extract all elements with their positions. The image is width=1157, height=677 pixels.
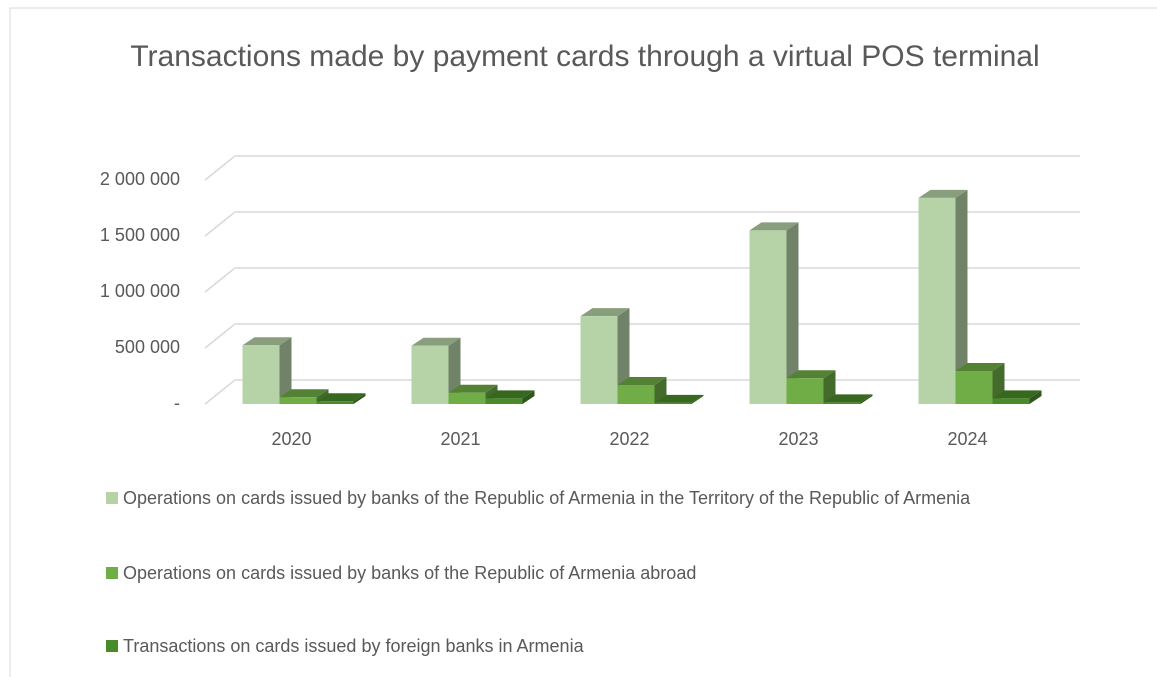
bar bbox=[823, 394, 873, 404]
y-tick-label: 2 000 000 bbox=[100, 169, 180, 189]
bar-top bbox=[955, 362, 1005, 371]
legend-item: Transactions on cards issued by foreign … bbox=[106, 633, 1096, 659]
bar-top bbox=[617, 376, 667, 385]
bar-front bbox=[749, 230, 787, 404]
bar-top bbox=[279, 389, 329, 398]
bar-front bbox=[918, 197, 956, 404]
grid-line bbox=[204, 155, 1080, 181]
grid-line bbox=[204, 211, 1080, 237]
bar-side bbox=[786, 222, 799, 404]
bar-front bbox=[955, 370, 993, 404]
bar-top bbox=[316, 393, 366, 402]
bar bbox=[242, 337, 292, 404]
bar-side bbox=[955, 189, 968, 404]
bar-side bbox=[1029, 390, 1042, 404]
bar-side bbox=[522, 390, 535, 404]
bar-top bbox=[242, 337, 292, 346]
bar bbox=[992, 390, 1042, 404]
bar-side bbox=[691, 394, 704, 404]
bar bbox=[485, 390, 535, 404]
bar bbox=[617, 376, 667, 404]
x-tick-label: 2021 bbox=[440, 429, 480, 449]
legend-swatch bbox=[106, 492, 118, 504]
y-tick-label: - bbox=[174, 393, 180, 413]
bar bbox=[749, 222, 799, 404]
bar-front bbox=[992, 398, 1030, 404]
legend-swatch bbox=[106, 567, 118, 579]
bar bbox=[411, 337, 461, 404]
bar-top bbox=[411, 337, 461, 346]
legend-label: Operations on cards issued by banks of t… bbox=[123, 488, 971, 508]
bar-front bbox=[654, 402, 692, 404]
legend-item: Operations on cards issued by banks of t… bbox=[106, 485, 1096, 511]
bar-top bbox=[580, 308, 630, 317]
bar-top bbox=[786, 370, 836, 379]
bar-front bbox=[786, 378, 824, 404]
bar-front bbox=[448, 392, 486, 404]
chart-border bbox=[9, 7, 1157, 677]
bar bbox=[654, 394, 704, 404]
bar bbox=[786, 370, 836, 404]
x-tick-label: 2020 bbox=[271, 429, 311, 449]
bar-front bbox=[242, 345, 280, 404]
x-tick-label: 2023 bbox=[778, 429, 818, 449]
bar-front bbox=[823, 402, 861, 404]
bar-front bbox=[411, 345, 449, 404]
bar bbox=[316, 393, 366, 404]
bar-top bbox=[918, 189, 968, 198]
legend-label: Operations on cards issued by banks of t… bbox=[123, 563, 697, 583]
bar-front bbox=[316, 401, 354, 404]
bar-top bbox=[448, 384, 498, 393]
bar-side bbox=[823, 370, 836, 404]
legend-label: Transactions on cards issued by foreign … bbox=[123, 636, 584, 656]
x-tick-label: 2024 bbox=[947, 429, 987, 449]
y-tick-label: 500 000 bbox=[115, 337, 180, 357]
x-tick-label: 2022 bbox=[609, 429, 649, 449]
bar-top bbox=[749, 222, 799, 231]
bar-front bbox=[617, 384, 655, 404]
bar-top bbox=[654, 394, 704, 403]
bar-top bbox=[992, 390, 1042, 399]
bar-top bbox=[823, 394, 873, 403]
bar-side bbox=[279, 337, 292, 404]
bar-front bbox=[485, 398, 523, 404]
bar bbox=[918, 189, 968, 404]
bar-top bbox=[485, 390, 535, 399]
chart-title: Transactions made by payment cards throu… bbox=[130, 40, 1040, 73]
legend-swatch bbox=[106, 640, 118, 652]
bar-front bbox=[279, 397, 317, 404]
bar-side bbox=[860, 394, 873, 404]
y-tick-label: 1 000 000 bbox=[100, 281, 180, 301]
bar-side bbox=[353, 393, 366, 404]
y-tick-label: 1 500 000 bbox=[100, 225, 180, 245]
legend-item: Operations on cards issued by banks of t… bbox=[106, 560, 1096, 586]
bar-front bbox=[580, 316, 618, 404]
